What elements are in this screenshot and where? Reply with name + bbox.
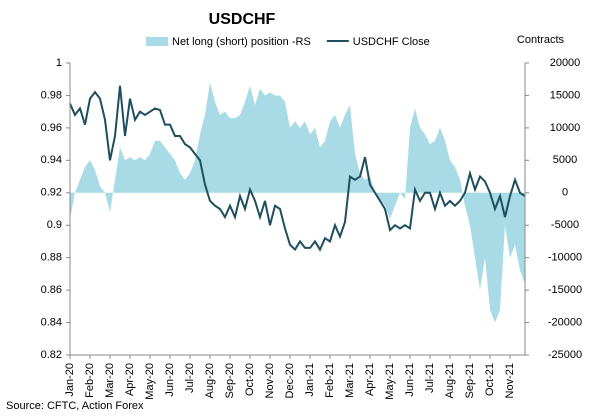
- x-tick-label: Feb-20: [84, 363, 96, 398]
- x-tick-label: Sep-20: [224, 363, 236, 398]
- y2-tick-label: 20000: [550, 57, 581, 69]
- y2-tick-label: -10000: [548, 252, 582, 264]
- y2-tick-label: 15000: [550, 89, 581, 101]
- y-tick-label: 0.82: [41, 349, 62, 361]
- line: [69, 85, 526, 252]
- x-tick-label: Oct-20: [244, 363, 256, 396]
- y-tick-label: 0.86: [41, 284, 62, 296]
- y2-tick-label: -5000: [551, 219, 579, 231]
- y-tick-label: 0.92: [41, 187, 62, 199]
- y2-tick-label: 0: [562, 187, 568, 199]
- x-tick-label: Nov-21: [504, 363, 516, 398]
- x-tick-label: Apr-21: [364, 363, 376, 396]
- x-tick-label: Dec-20: [284, 363, 296, 398]
- x-tick-label: Aug-21: [444, 363, 456, 398]
- y2-tick-label: 5000: [553, 154, 577, 166]
- y2-tick-label: 10000: [550, 122, 581, 134]
- x-tick-label: Sep-21: [464, 363, 476, 398]
- x-tick-label: Jun-21: [404, 363, 416, 397]
- x-tick-label: Jan-21: [304, 363, 316, 397]
- x-tick-label: Nov-20: [264, 363, 276, 398]
- y-tick-label: 1: [56, 57, 62, 69]
- chart-title: USDCHF: [209, 11, 276, 28]
- y2-tick-label: -25000: [548, 349, 582, 361]
- y-tick-label: 0.96: [41, 122, 62, 134]
- x-tick-label: May-21: [384, 363, 396, 400]
- x-tick-label: Oct-21: [484, 363, 496, 396]
- x-tick-label: Jun-20: [164, 363, 176, 397]
- y2-tick-label: -20000: [548, 316, 582, 328]
- source: Source: CFTC, Action Forex: [6, 400, 144, 412]
- x-tick-label: Jul-20: [184, 363, 196, 393]
- x-tick-label: May-20: [144, 363, 156, 400]
- x-tick-label: Feb-21: [324, 363, 336, 398]
- y-tick-label: 0.84: [41, 316, 62, 328]
- y2-axis-label: Contracts: [517, 34, 565, 46]
- y-tick-label: 0.9: [47, 219, 62, 231]
- x-tick-label: Aug-20: [204, 363, 216, 398]
- area: [70, 82, 525, 323]
- legend-swatch: [146, 37, 168, 46]
- x-tick-label: Apr-20: [124, 363, 136, 396]
- y-tick-label: 0.94: [41, 154, 62, 166]
- x-tick-label: Jul-21: [424, 363, 436, 393]
- y2-tick-label: -15000: [548, 284, 582, 296]
- y-tick-label: 0.98: [41, 89, 62, 101]
- legend-label: Net long (short) position -RS: [172, 36, 311, 48]
- y-tick-label: 0.88: [41, 252, 62, 264]
- x-tick-label: Mar-21: [344, 363, 356, 398]
- x-tick-label: Jan-20: [64, 363, 76, 397]
- legend-label: USDCHF Close: [353, 36, 430, 48]
- x-tick-label: Mar-20: [104, 363, 116, 398]
